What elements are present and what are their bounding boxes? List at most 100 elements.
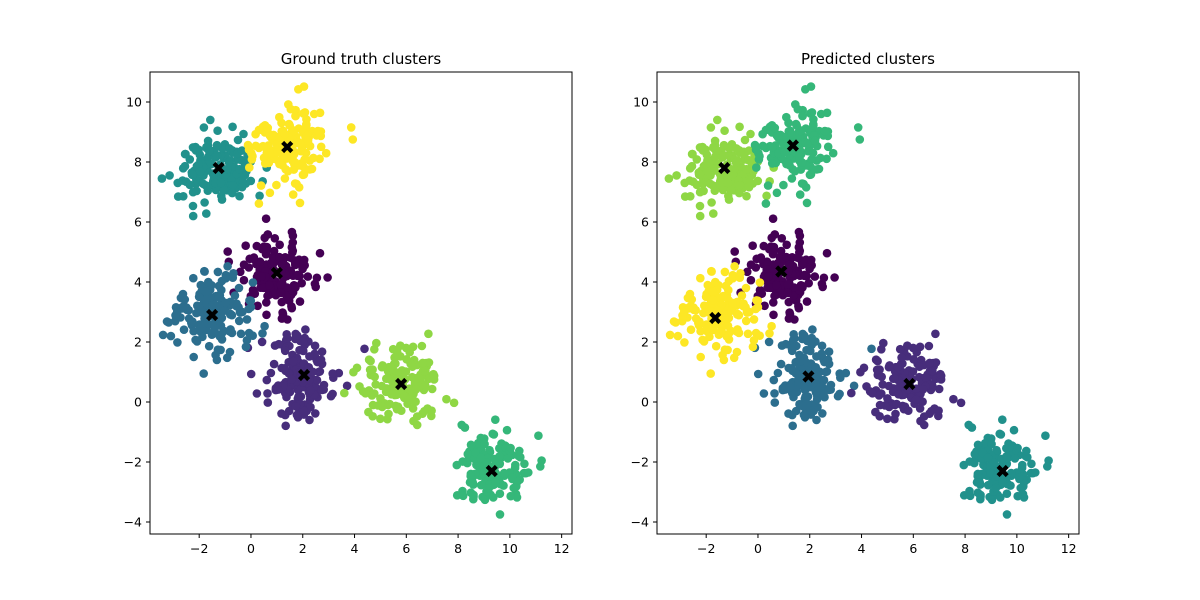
scatter-point [783,288,792,298]
scatter-point [198,179,208,189]
scatter-point [235,164,244,174]
scatter-point [779,139,789,149]
scatter-point [466,471,476,481]
scatter-point [200,198,209,207]
scatter-point [798,111,807,121]
scatter-point [272,139,282,149]
predicted-centroids [709,139,1009,478]
scatter-point [260,321,269,331]
scatter-point [241,241,250,250]
scatter-point [806,346,815,356]
scatter-point [746,260,756,270]
scatter-point [305,415,314,425]
scatter-point [927,406,936,416]
scatter-point [996,493,1005,502]
scatter-point [782,240,791,250]
scatter-point [209,327,219,337]
scatter-point [787,364,796,373]
scatter-point [237,146,247,155]
scatter-point [291,111,300,121]
scatter-point [212,140,222,150]
scatter-point [813,385,822,395]
scatter-point [987,495,997,505]
scatter-point [348,135,358,144]
scatter-point [757,289,767,299]
scatter-point [512,482,521,491]
scatter-point [936,369,945,379]
scatter-point [288,231,298,241]
predicted-x-axis: −2 0 2 4 6 8 10 12 [697,534,1077,556]
scatter-point [204,341,214,351]
scatter-point [199,369,208,378]
scatter-point [934,384,944,394]
scatter-point [769,375,779,385]
scatter-point [315,248,325,258]
predicted-panel: Predicted clusters −2 0 2 4 6 8 10 12 −4 −2 0 2 4 6 8… [631,50,1080,556]
x-tick-label: 2 [806,541,814,556]
scatter-point [802,198,812,208]
scatter-point [707,198,716,207]
scatter-point [811,375,821,385]
scatter-point [735,181,745,190]
scatter-point [469,490,478,500]
scatter-point [427,406,436,416]
ground-truth-title: Ground truth clusters [281,50,442,68]
scatter-point [313,126,323,136]
scatter-point [404,384,414,394]
scatter-point [755,278,765,287]
scatter-point [476,453,486,462]
scatter-point [289,126,298,136]
scatter-point [480,439,489,449]
scatter-point [266,368,276,378]
scatter-point [828,148,838,158]
scatter-point [265,280,274,290]
scatter-point [695,317,704,326]
scatter-point [780,385,790,394]
scatter-point [296,392,306,401]
scatter-point [463,449,473,459]
scatter-point [824,385,834,395]
scatter-point [931,358,941,367]
scatter-point [506,443,515,453]
scatter-point [158,330,168,340]
scatter-point [758,129,767,139]
scatter-point [260,142,270,152]
scatter-point [466,440,476,450]
scatter-point [275,112,284,122]
scatter-point [672,171,681,180]
scatter-point [500,469,509,478]
scatter-point [730,164,739,174]
scatter-point [695,201,705,211]
scatter-point [386,362,396,372]
scatter-point [752,163,761,172]
scatter-point [250,289,260,299]
x-tick-label: 10 [1009,541,1025,556]
scatter-point [194,160,203,169]
scatter-point [787,129,797,139]
scatter-point [228,181,238,190]
scatter-point [915,342,925,352]
scatter-point [261,214,271,223]
scatter-point [257,272,266,281]
ground-truth-axes-frame [149,71,573,535]
scatter-point [1010,454,1020,463]
scatter-point [251,129,260,139]
scatter-point [817,341,827,351]
scatter-point [797,158,807,167]
scatter-point [707,266,716,276]
y-tick-label: −4 [124,515,142,530]
scatter-point [783,280,793,289]
scatter-point [1002,489,1012,499]
scatter-point [760,301,769,311]
scatter-point [823,142,833,152]
scatter-point [225,347,235,357]
scatter-point [824,347,834,357]
scatter-point [282,283,292,292]
scatter-point [730,262,739,271]
scatter-point [449,398,459,408]
scatter-point [387,390,396,399]
scatter-point [976,490,985,500]
scatter-point [793,104,803,114]
scatter-point [342,381,352,391]
scatter-point [262,242,272,252]
